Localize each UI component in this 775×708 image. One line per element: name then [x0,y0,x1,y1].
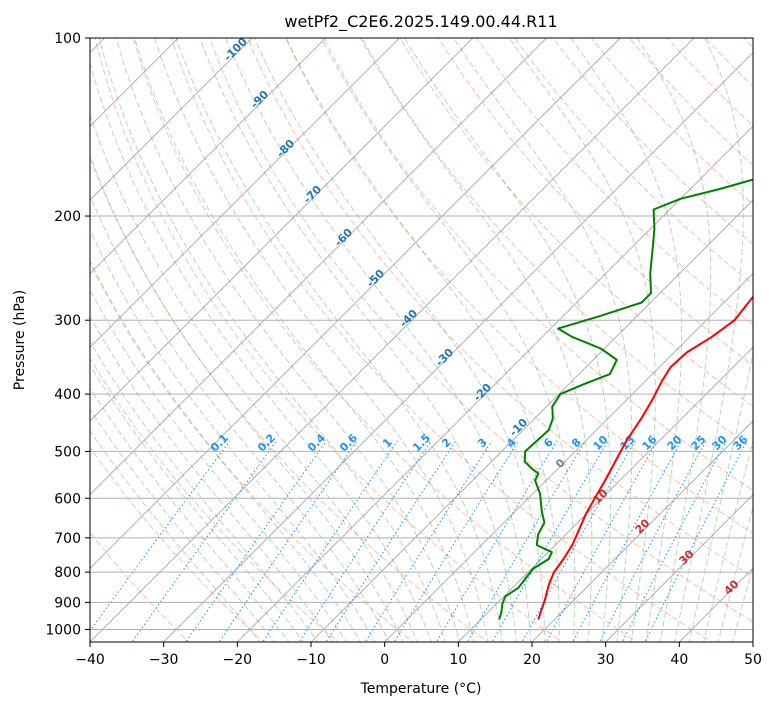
moist-adiabat-line [636,38,712,642]
y-tick-label: 600 [54,491,81,507]
x-axis: −40 −30 −20 −10 0 10 20 30 40 50 [75,642,762,668]
x-tick-label: 10 [449,652,467,668]
mixing-ratio-line [364,440,493,642]
y-axis: 100 200 300 400 500 600 700 800 900 1000 [45,31,90,638]
dry-adiabat-line [247,38,753,578]
moist-adiabat-line [90,340,319,642]
isotherm-lines [90,38,753,642]
isotherm-line [384,273,753,642]
moist-adiabat-line [115,38,461,642]
mixing-ratio-line [131,440,278,642]
dry-adiabat-line [170,38,713,642]
x-tick-label: 30 [597,652,615,668]
y-tick-label: 1000 [45,622,81,638]
moist-adiabat-line [153,38,489,642]
moist-adiabat-line [253,38,546,642]
y-tick-label: 400 [54,387,81,403]
dry-adiabat-line [285,38,753,535]
mixing-ratio-line [545,440,658,642]
isotherm-line [531,420,753,642]
y-tick-label: 900 [54,595,81,611]
x-tick-label: 50 [744,652,762,668]
isotherm-line [90,38,179,127]
y-tick-label: 800 [54,565,81,581]
moist-adiabat-line [674,38,744,642]
x-tick-label: 40 [670,652,688,668]
y-axis-label: Pressure (hPa) [12,290,28,390]
mixing-ratio-line [298,440,432,642]
plot-area: -100-90-80-70-60-50-40-30-20-10010203040… [90,38,753,642]
moist-adiabat-line [453,38,633,642]
mixing-ratio-line [435,440,558,642]
isotherm-line [457,346,753,642]
moist-adiabat-line [225,38,532,642]
x-axis-label: Temperature (°C) [360,681,482,697]
isotherm-line [90,38,400,348]
mixing-ratio-line [491,440,609,642]
x-tick-label: 20 [523,652,541,668]
y-tick-label: 100 [54,31,81,47]
mixing-ratio-line [325,440,457,642]
moist-adiabat-line [359,38,593,642]
isotherm-line [605,494,753,642]
y-tick-label: 200 [54,209,81,225]
profile-series [498,178,753,620]
x-tick-label: −20 [223,652,253,668]
moist-adiabat-line [90,315,333,642]
pressure-gridlines [90,38,753,630]
mixing-ratio-lines [90,440,748,642]
chart-title: wetPf2_C2E6.2025.149.00.44.R11 [284,12,557,32]
moist-adiabat-line [508,38,656,642]
isotherm-line [90,38,621,569]
dry-adiabat-line [90,153,489,642]
isotherm-line [236,125,753,642]
x-tick-label: −30 [149,652,179,668]
isotherm-line [90,38,695,642]
mixing-ratio-line [262,440,399,642]
x-tick-label: 0 [380,652,389,668]
isotherm-line [90,38,327,275]
moist-adiabat-line [285,38,560,642]
x-tick-label: −40 [75,652,105,668]
isotherm-line [163,52,753,642]
dry-adiabat-line [323,38,753,492]
mixing-ratio-line [393,440,519,642]
mixing-ratio-line [572,440,682,642]
y-tick-label: 300 [54,313,81,329]
x-tick-label: −10 [296,652,326,668]
moist-adiabat-line [133,38,475,642]
y-tick-label: 700 [54,531,81,547]
plot-frame [89,37,754,643]
moist-adiabat-line [570,38,683,642]
y-tick-label: 500 [54,444,81,460]
moist-adiabat-line [90,364,304,642]
dry-adiabat-line [437,38,753,366]
temperature-profile-line [537,295,753,620]
moist-adiabat-line [175,38,503,642]
moist-adiabat-lines [90,38,753,642]
isotherm-line [90,38,474,422]
isotherm-line [310,199,753,642]
moist-adiabat-line [403,38,612,642]
isotherm-line [90,38,548,496]
isotherm-line [90,38,253,201]
dry-adiabat-line [361,38,753,449]
mixing-ratio-line [599,440,707,642]
moist-adiabat-line [199,38,517,642]
mixing-ratio-line [466,440,586,642]
dewpoint-profile-line [498,178,753,620]
moist-adiabat-line [320,38,576,642]
dry-adiabat-line [514,38,753,285]
